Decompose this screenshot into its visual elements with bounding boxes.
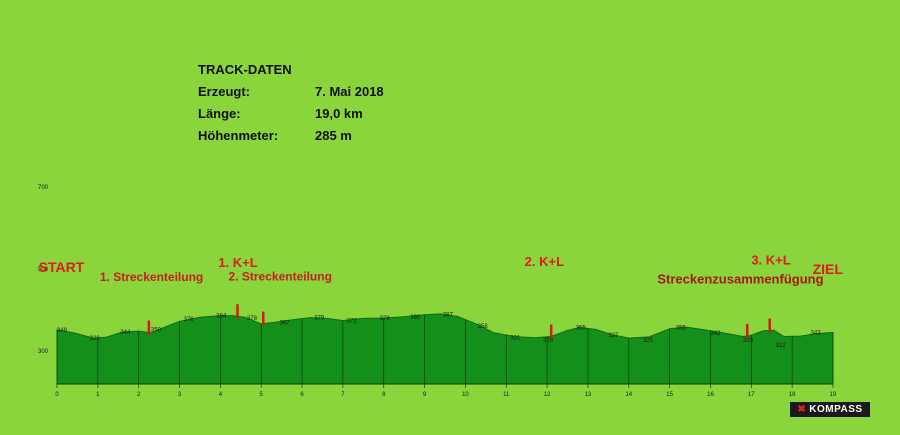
track-row-value: 19,0 km bbox=[315, 106, 363, 121]
elevation-label: 379 bbox=[314, 316, 325, 322]
x-tick-label: 18 bbox=[789, 392, 796, 398]
track-row-value: 285 m bbox=[315, 128, 352, 143]
x-tick-label: 1 bbox=[96, 392, 100, 398]
kompass-logo-icon: ✖ bbox=[797, 404, 807, 415]
x-tick-label: 13 bbox=[585, 392, 592, 398]
x-tick-label: 7 bbox=[341, 392, 345, 398]
x-tick-label: 14 bbox=[625, 392, 632, 398]
route-annotation: 2. K+L bbox=[525, 254, 564, 269]
elevation-label: 378 bbox=[247, 316, 258, 322]
elevation-label: 325 bbox=[743, 338, 754, 344]
y-tick-label: 500 bbox=[38, 267, 49, 273]
track-row-key: Höhenmeter: bbox=[198, 128, 279, 143]
elevation-label: 387 bbox=[443, 312, 454, 318]
route-annotation: 1. Streckenteilung bbox=[100, 270, 203, 284]
elevation-label: 376 bbox=[184, 317, 195, 323]
kompass-logo: ✖ KOMPASS bbox=[790, 402, 870, 417]
elevation-label: 367 bbox=[280, 321, 291, 327]
elevation-label: 312 bbox=[776, 343, 787, 349]
elevation-label: 355 bbox=[576, 325, 587, 331]
elevation-label: 355 bbox=[676, 325, 687, 331]
track-row-value: 7. Mai 2018 bbox=[315, 84, 384, 99]
elevation-label: 337 bbox=[608, 333, 619, 339]
x-tick-label: 10 bbox=[462, 392, 469, 398]
x-tick-label: 11 bbox=[503, 392, 510, 398]
y-tick-label: 300 bbox=[38, 349, 49, 355]
route-annotation: ZIEL bbox=[813, 261, 844, 277]
elevation-label: 344 bbox=[120, 330, 131, 336]
x-tick-label: 15 bbox=[666, 392, 673, 398]
track-data-heading: TRACK-DATEN bbox=[198, 62, 292, 77]
x-tick-label: 17 bbox=[748, 392, 755, 398]
elevation-label: 378 bbox=[380, 316, 391, 322]
elevation-label: 342 bbox=[710, 331, 721, 337]
elevation-area bbox=[56, 313, 834, 385]
elevation-label: 343 bbox=[811, 330, 822, 336]
y-tick-label: 700 bbox=[38, 185, 49, 191]
track-row-key: Länge: bbox=[198, 106, 241, 121]
elevation-label: 329 bbox=[90, 336, 101, 342]
elevation-label: 325 bbox=[643, 338, 654, 344]
elevation-label: 372 bbox=[347, 318, 358, 324]
x-tick-label: 6 bbox=[300, 392, 304, 398]
x-tick-label: 4 bbox=[219, 392, 223, 398]
x-tick-label: 19 bbox=[830, 392, 837, 398]
x-tick-label: 5 bbox=[260, 392, 264, 398]
kompass-logo-text: KOMPASS bbox=[809, 404, 863, 415]
x-tick-label: 16 bbox=[707, 392, 714, 398]
x-tick-label: 9 bbox=[423, 392, 427, 398]
route-annotation: 3. K+L bbox=[751, 253, 790, 268]
route-annotation: START bbox=[39, 259, 85, 275]
elevation-label: 349 bbox=[57, 328, 68, 334]
route-annotation: 1. K+L bbox=[218, 255, 257, 270]
elevation-label: 384 bbox=[216, 314, 227, 320]
x-tick-label: 2 bbox=[137, 392, 141, 398]
elevation-label: 380 bbox=[410, 315, 421, 321]
track-row-key: Erzeugt: bbox=[198, 84, 250, 99]
elevation-label: 326 bbox=[543, 337, 554, 343]
elevation-label: 358 bbox=[478, 324, 489, 330]
x-tick-label: 0 bbox=[55, 392, 59, 398]
route-annotation: Streckenzusammenfügung bbox=[657, 272, 823, 287]
elevation-label: 331 bbox=[510, 335, 521, 341]
route-annotation: 2. Streckenteilung bbox=[229, 269, 332, 283]
x-tick-label: 12 bbox=[544, 392, 551, 398]
elevation-label: 350 bbox=[151, 328, 162, 334]
x-tick-label: 3 bbox=[178, 392, 182, 398]
x-tick-label: 8 bbox=[382, 392, 386, 398]
